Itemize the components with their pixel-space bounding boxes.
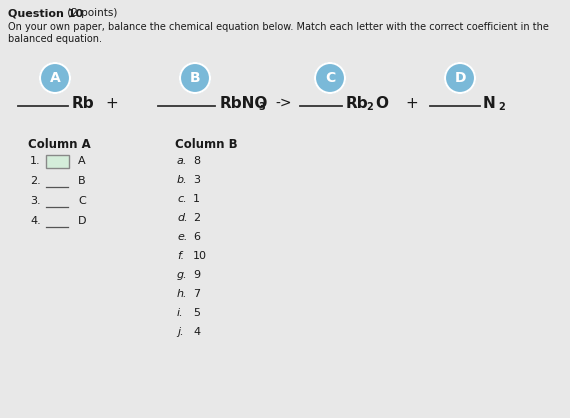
Text: 5: 5 xyxy=(193,308,200,318)
Text: 3: 3 xyxy=(193,175,200,185)
Text: A: A xyxy=(78,156,86,166)
Text: c.: c. xyxy=(177,194,186,204)
Text: N: N xyxy=(483,95,496,110)
Text: ->: -> xyxy=(275,96,291,110)
Text: 4.: 4. xyxy=(30,216,40,226)
Text: (2 points): (2 points) xyxy=(64,8,117,18)
Text: +: + xyxy=(105,95,118,110)
Text: 2: 2 xyxy=(366,102,373,112)
Text: 2: 2 xyxy=(193,213,200,223)
Text: 9: 9 xyxy=(193,270,200,280)
Text: RbNO: RbNO xyxy=(220,95,268,110)
Text: Rb: Rb xyxy=(72,95,95,110)
Text: D: D xyxy=(78,216,87,226)
Text: 3.: 3. xyxy=(30,196,40,206)
Text: Column A: Column A xyxy=(28,138,91,151)
Text: C: C xyxy=(325,71,335,85)
Text: e.: e. xyxy=(177,232,188,242)
Text: A: A xyxy=(50,71,60,85)
Text: j.: j. xyxy=(177,327,184,337)
Text: h.: h. xyxy=(177,289,188,299)
Text: 1: 1 xyxy=(193,194,200,204)
Text: Question 10: Question 10 xyxy=(8,8,83,18)
Text: 4: 4 xyxy=(193,327,200,337)
Text: O: O xyxy=(375,95,388,110)
Text: On your own paper, balance the chemical equation below. Match each letter with t: On your own paper, balance the chemical … xyxy=(8,22,549,43)
Text: B: B xyxy=(190,71,200,85)
Text: 3: 3 xyxy=(258,102,264,112)
Circle shape xyxy=(40,63,70,93)
Text: D: D xyxy=(454,71,466,85)
Circle shape xyxy=(315,63,345,93)
Text: Rb: Rb xyxy=(346,95,369,110)
Text: 1.: 1. xyxy=(30,156,40,166)
Text: a.: a. xyxy=(177,156,188,166)
Text: 2: 2 xyxy=(498,102,505,112)
Text: i.: i. xyxy=(177,308,184,318)
FancyBboxPatch shape xyxy=(46,155,68,168)
Text: 6: 6 xyxy=(193,232,200,242)
Text: Column B: Column B xyxy=(175,138,238,151)
Text: 2.: 2. xyxy=(30,176,40,186)
Circle shape xyxy=(445,63,475,93)
Text: 10: 10 xyxy=(193,251,207,261)
Text: f.: f. xyxy=(177,251,184,261)
Text: +: + xyxy=(405,95,418,110)
Text: C: C xyxy=(78,196,86,206)
Text: 8: 8 xyxy=(193,156,200,166)
Circle shape xyxy=(180,63,210,93)
Text: b.: b. xyxy=(177,175,188,185)
Text: g.: g. xyxy=(177,270,188,280)
Text: B: B xyxy=(78,176,86,186)
Text: d.: d. xyxy=(177,213,188,223)
Text: 7: 7 xyxy=(193,289,200,299)
